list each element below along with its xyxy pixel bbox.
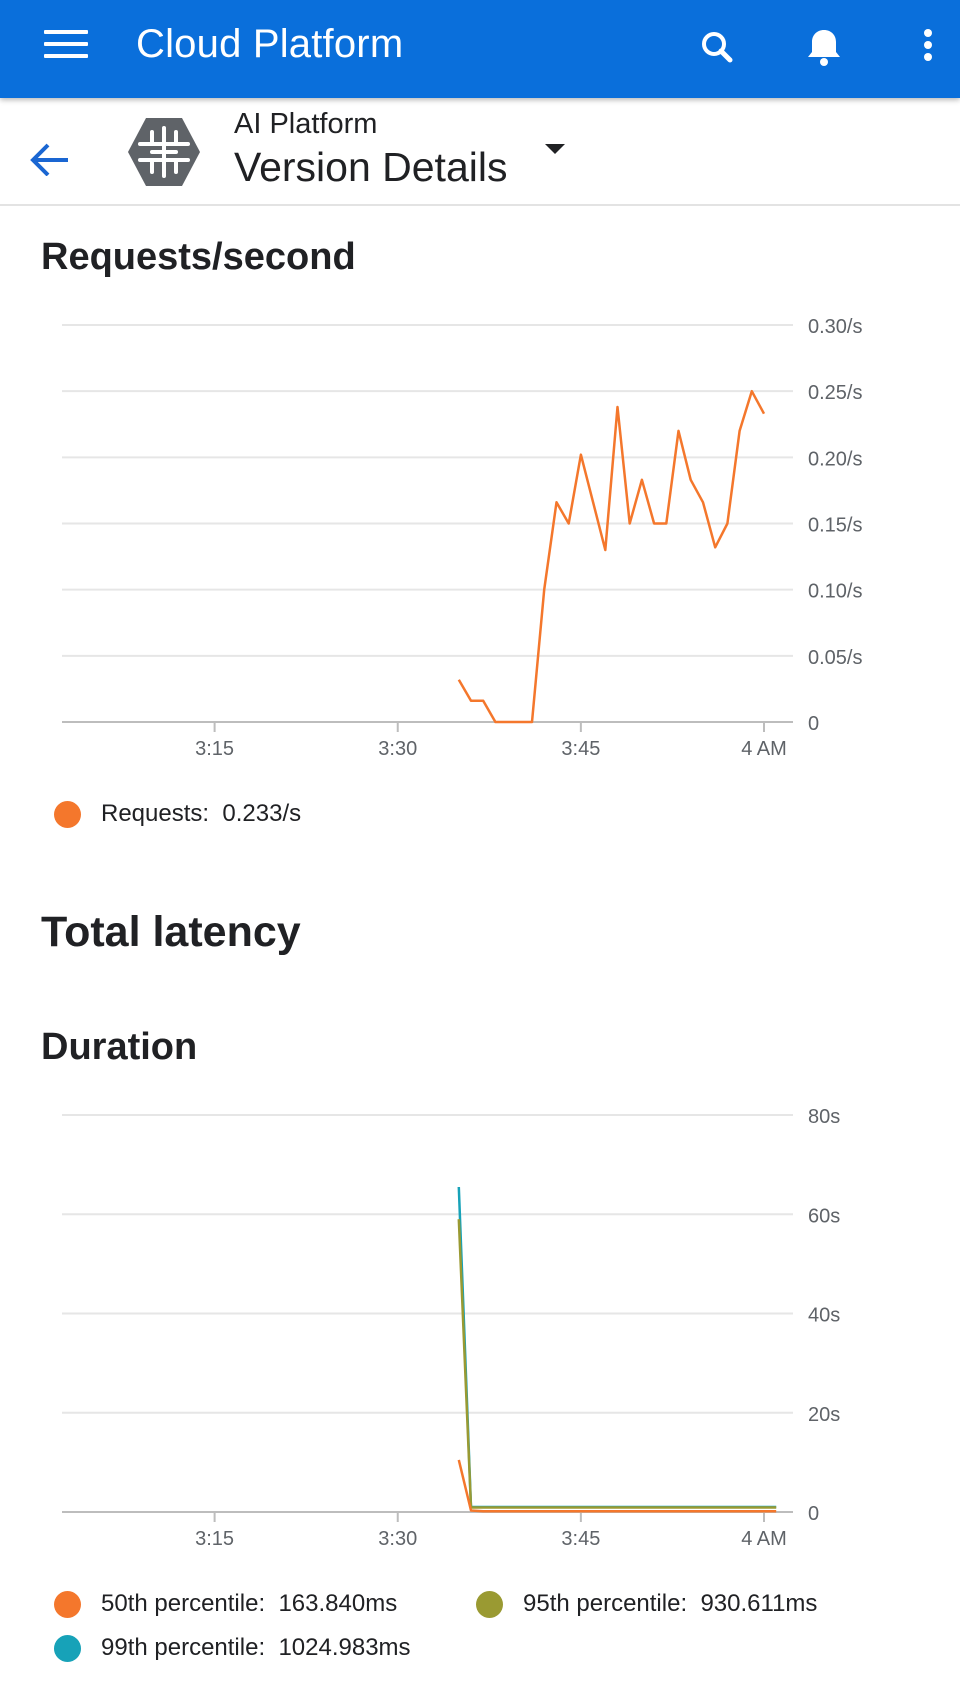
legend-dot bbox=[54, 1634, 81, 1662]
legend-label: 99th percentile: bbox=[101, 1634, 266, 1661]
y-tick-label: 0.30/s bbox=[808, 316, 862, 338]
legend-label: Requests: bbox=[101, 800, 210, 827]
series-line-50th-percentile bbox=[457, 1459, 777, 1513]
series-line-95th-percentile bbox=[457, 1219, 777, 1509]
legend-value: 930.611ms bbox=[700, 1590, 818, 1617]
legend-dot bbox=[54, 800, 81, 828]
x-tick-label: 3:45 bbox=[561, 738, 600, 760]
y-tick-label: 60s bbox=[808, 1205, 840, 1227]
y-tick-label: 20s bbox=[808, 1404, 840, 1426]
x-tick-label: 3:30 bbox=[378, 738, 417, 760]
duration-chart: 0 20s 40s 60s 80s 3:15 3:30 3:45 4 AM bbox=[62, 1106, 840, 1550]
back-arrow-icon[interactable] bbox=[26, 120, 74, 177]
legend-value: 0.233/s bbox=[222, 800, 302, 827]
legend-requests: Requests: 0.233/s bbox=[54, 800, 301, 828]
app-bar: Cloud Platform bbox=[0, 0, 960, 98]
legend-p95: 95th percentile: 930.611ms bbox=[476, 1590, 817, 1618]
y-tick-label: 0.20/s bbox=[808, 448, 862, 470]
y-tick-label: 0 bbox=[808, 1503, 819, 1525]
latency-section-title: Total latency bbox=[41, 908, 301, 956]
y-tick-label: 0.25/s bbox=[808, 382, 862, 404]
legend-dot bbox=[476, 1590, 503, 1618]
legend-label: 50th percentile: bbox=[101, 1590, 266, 1617]
dropdown-arrow-icon[interactable] bbox=[540, 138, 570, 162]
y-tick-label: 0.15/s bbox=[808, 515, 862, 537]
ai-platform-logo bbox=[126, 114, 202, 190]
requests-chart: 0 0.05/s 0.10/s 0.15/s 0.20/s 0.25/s 0.30/s 3:1… bbox=[62, 316, 862, 760]
legend-p50: 50th percentile: 163.840ms bbox=[54, 1590, 397, 1618]
x-tick-label: 3:30 bbox=[378, 1528, 417, 1550]
series-line-requests bbox=[457, 389, 766, 724]
search-icon[interactable] bbox=[694, 24, 742, 72]
x-tick-label: 3:45 bbox=[561, 1528, 600, 1550]
bell-icon[interactable] bbox=[800, 24, 848, 72]
y-tick-label: 0.10/s bbox=[808, 581, 862, 603]
x-tick-label: 3:15 bbox=[195, 1528, 234, 1550]
x-tick-label: 4 AM bbox=[741, 1528, 787, 1550]
x-tick-label: 3:15 bbox=[195, 738, 234, 760]
y-tick-label: 0.05/s bbox=[808, 647, 862, 669]
more-vert-icon[interactable] bbox=[904, 24, 952, 72]
legend-p99: 99th percentile: 1024.983ms bbox=[54, 1634, 411, 1662]
legend-label: 95th percentile: bbox=[523, 1590, 688, 1617]
page-title: Version Details bbox=[234, 144, 508, 190]
menu-icon[interactable] bbox=[44, 30, 88, 64]
requests-section-title: Requests/second bbox=[41, 236, 356, 278]
x-tick-label: 4 AM bbox=[741, 738, 787, 760]
app-title: Cloud Platform bbox=[136, 22, 404, 66]
page-header: AI Platform Version Details bbox=[0, 98, 960, 206]
y-tick-label: 80s bbox=[808, 1106, 840, 1128]
legend-value: 163.840ms bbox=[278, 1590, 398, 1617]
product-name: AI Platform bbox=[234, 108, 378, 140]
y-tick-label: 0 bbox=[808, 713, 819, 735]
legend-dot bbox=[54, 1590, 81, 1618]
y-tick-label: 40s bbox=[808, 1305, 840, 1327]
duration-section-title: Duration bbox=[41, 1026, 198, 1068]
series-line-99th-percentile bbox=[457, 1186, 777, 1509]
legend-value: 1024.983ms bbox=[278, 1634, 411, 1661]
